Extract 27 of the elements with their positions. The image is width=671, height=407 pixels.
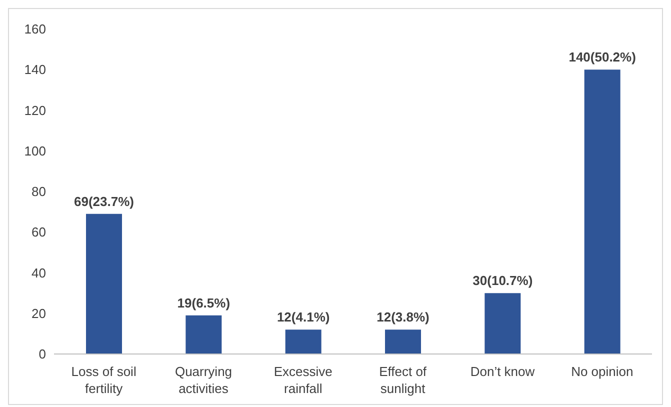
- bar: [186, 315, 222, 354]
- y-tick-label: 60: [32, 224, 46, 240]
- x-tick-label: Quarrying activities: [174, 364, 232, 396]
- x-tick-label: Loss of soil fertility: [71, 364, 136, 396]
- x-tick-label: No opinion: [571, 364, 634, 379]
- data-label: 30(10.7%): [472, 273, 533, 288]
- data-label: 69(23.7%): [74, 194, 134, 209]
- y-tick-label: 140: [24, 62, 46, 78]
- data-label: 19(6.5%): [177, 295, 230, 310]
- y-tick-label: 80: [32, 184, 46, 200]
- bar: [584, 70, 620, 354]
- y-tick-label: 160: [24, 22, 46, 37]
- data-label: 140(50.2%): [568, 50, 636, 65]
- y-tick-label: 100: [24, 143, 46, 158]
- data-label: 12(3.8%): [376, 310, 430, 325]
- data-label: 12(4.1%): [276, 310, 330, 325]
- y-tick-label: 40: [32, 265, 46, 280]
- bar: [285, 330, 322, 354]
- x-tick-label: Don’t know: [470, 364, 536, 379]
- x-tick-label: Effect of sunlight: [379, 364, 427, 396]
- bar: [484, 293, 521, 354]
- bar: [86, 214, 122, 354]
- bar: [385, 330, 421, 354]
- y-tick-label: 120: [24, 102, 46, 118]
- y-tick-label: 0: [38, 346, 46, 362]
- x-tick-label: Excessive rainfall: [274, 364, 332, 396]
- y-tick-label: 20: [32, 306, 46, 321]
